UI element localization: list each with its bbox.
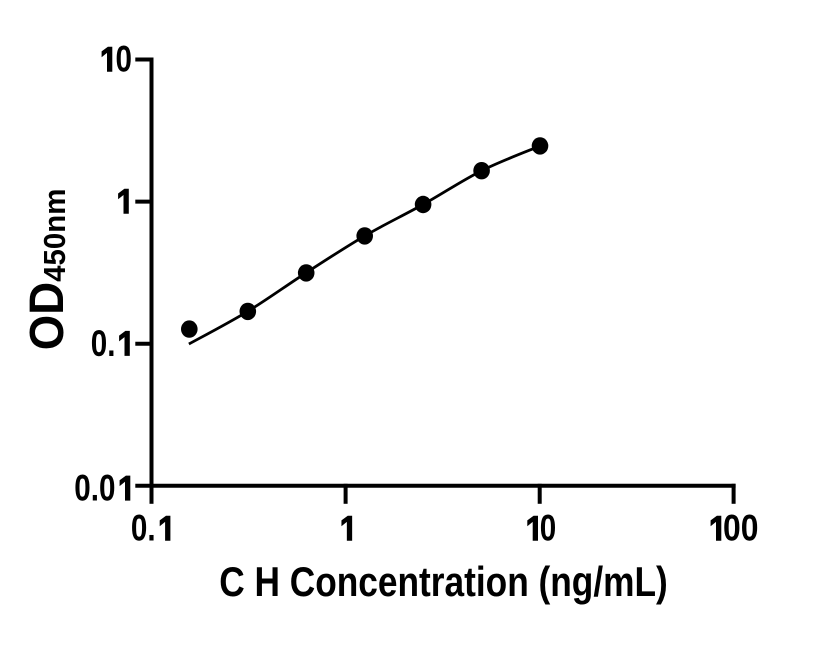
svg-text:C H Concentration (ng/mL): C H Concentration (ng/mL) (219, 559, 668, 606)
svg-text:0: 0 (540, 507, 556, 549)
svg-text:0.0: 0.0 (74, 467, 115, 509)
svg-text:00: 00 (723, 507, 758, 549)
svg-text:0.: 0. (91, 323, 116, 365)
svg-text:0: 0 (116, 38, 132, 80)
svg-text:0.: 0. (131, 507, 156, 549)
